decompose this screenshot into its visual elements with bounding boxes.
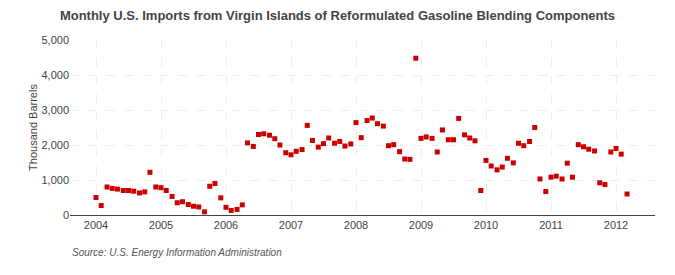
svg-text:Thousand Barrels: Thousand Barrels <box>27 84 39 171</box>
svg-text:2009: 2009 <box>409 219 433 231</box>
svg-text:3,000: 3,000 <box>41 104 69 116</box>
svg-text:2006: 2006 <box>214 219 238 231</box>
svg-text:Source: U.S. Energy Informatio: Source: U.S. Energy Information Administ… <box>72 247 282 258</box>
svg-text:Monthly U.S. Imports from Virg: Monthly U.S. Imports from Virgin Islands… <box>60 8 615 23</box>
svg-text:5,000: 5,000 <box>41 34 69 46</box>
svg-text:1,000: 1,000 <box>41 174 69 186</box>
svg-text:0: 0 <box>63 209 69 221</box>
svg-text:2010: 2010 <box>474 219 498 231</box>
svg-text:2011: 2011 <box>539 219 563 231</box>
svg-text:2008: 2008 <box>344 219 368 231</box>
svg-text:2007: 2007 <box>279 219 303 231</box>
svg-text:4,000: 4,000 <box>41 69 69 81</box>
svg-text:2,000: 2,000 <box>41 139 69 151</box>
svg-text:2012: 2012 <box>604 219 628 231</box>
svg-text:2004: 2004 <box>84 219 108 231</box>
svg-text:2005: 2005 <box>149 219 173 231</box>
